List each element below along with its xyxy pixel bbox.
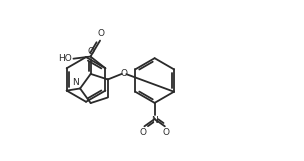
Text: O: O	[140, 128, 147, 137]
Text: O: O	[162, 128, 169, 137]
Text: O: O	[97, 29, 104, 38]
Text: N: N	[72, 78, 79, 87]
Text: O: O	[120, 69, 127, 78]
Text: O: O	[87, 47, 94, 56]
Text: N: N	[151, 116, 158, 125]
Text: HO: HO	[58, 54, 72, 63]
